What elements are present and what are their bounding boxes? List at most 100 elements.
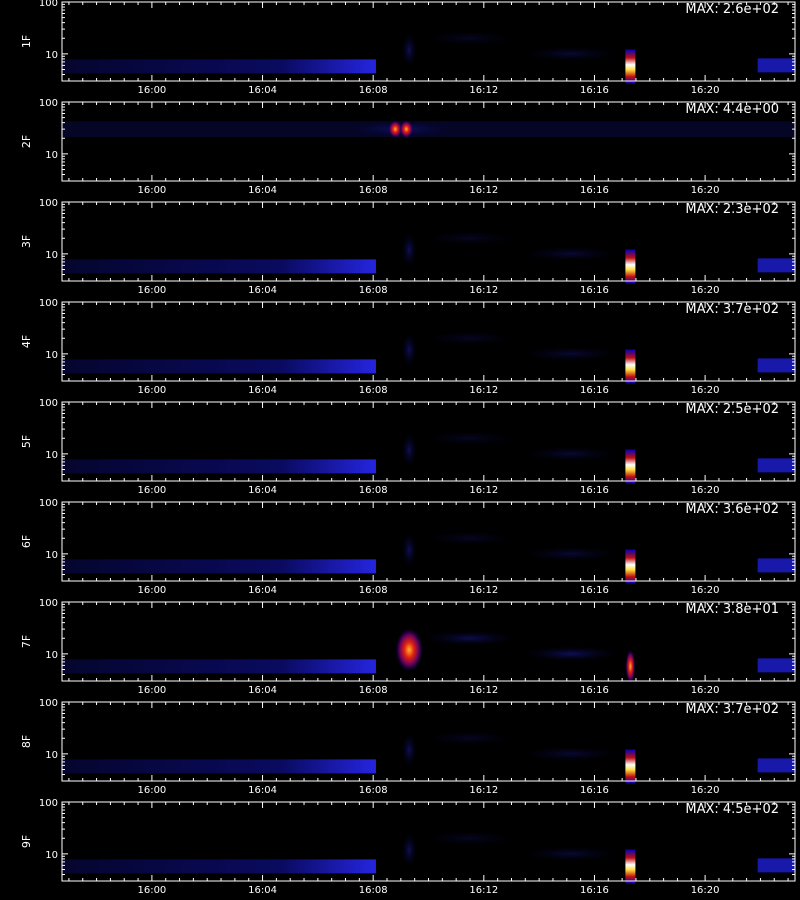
x-tick-label: 16:16 bbox=[580, 485, 609, 496]
y-tick-label: 10 bbox=[45, 750, 58, 761]
x-tick-label: 16:12 bbox=[469, 585, 498, 596]
x-tick-label: 16:00 bbox=[137, 185, 166, 196]
low-energy-band bbox=[62, 559, 376, 574]
x-tick-label: 16:08 bbox=[359, 185, 388, 196]
mid-band bbox=[519, 45, 623, 62]
x-tick-label: 16:16 bbox=[580, 685, 609, 696]
x-tick-label: 16:20 bbox=[691, 885, 720, 896]
max-value-label: MAX: 3.7e+02 bbox=[685, 702, 779, 717]
x-tick-label: 16:08 bbox=[359, 885, 388, 896]
x-tick-label: 16:04 bbox=[248, 685, 277, 696]
hot-spike bbox=[625, 349, 636, 384]
x-tick-label: 16:04 bbox=[248, 785, 277, 796]
hot-spike bbox=[625, 449, 636, 484]
y-tick-label: 100 bbox=[39, 298, 58, 309]
spectrogram-panel-8F: 16:00 16:04 16:08 16:12 16:16 16:20 10 100 8F MAX… bbox=[20, 698, 796, 796]
hot-spike bbox=[625, 549, 636, 584]
x-tick-label: 16:20 bbox=[691, 485, 720, 496]
y-tick-label: 100 bbox=[39, 498, 58, 509]
low-energy-band bbox=[62, 659, 376, 674]
end-band bbox=[757, 58, 795, 73]
y-tick-label: 10 bbox=[45, 450, 58, 461]
x-tick-label: 16:20 bbox=[691, 285, 720, 296]
burst-column bbox=[401, 731, 418, 768]
spectrogram-panel-7F: 16:00 16:04 16:08 16:12 16:16 16:20 10 100 7F MAX… bbox=[20, 598, 796, 696]
burst-tail bbox=[419, 830, 520, 847]
burst-column bbox=[401, 231, 418, 268]
y-tick-label: 100 bbox=[39, 798, 58, 809]
y-tick-label: 100 bbox=[39, 198, 58, 209]
detector-label: 7F bbox=[20, 635, 33, 648]
mid-band bbox=[519, 545, 623, 562]
burst-column bbox=[401, 831, 418, 868]
detector-label: 8F bbox=[20, 735, 33, 748]
x-tick-label: 16:00 bbox=[137, 885, 166, 896]
heatmap-emission bbox=[62, 730, 795, 784]
spectrogram-panel-2F: 16:00 16:04 16:08 16:12 16:16 16:20 10 100 2F MAX… bbox=[20, 98, 796, 196]
burst-core bbox=[399, 120, 414, 139]
end-band bbox=[757, 458, 795, 473]
heatmap-emission bbox=[62, 830, 795, 884]
x-tick-label: 16:00 bbox=[137, 85, 166, 96]
heatmap-emission bbox=[62, 30, 795, 84]
max-value-label: MAX: 3.8e+01 bbox=[685, 602, 779, 617]
max-value-label: MAX: 4.5e+02 bbox=[685, 802, 779, 817]
heatmap-emission bbox=[62, 330, 795, 384]
y-tick-label: 10 bbox=[45, 850, 58, 861]
x-tick-label: 16:00 bbox=[137, 585, 166, 596]
hot-spike bbox=[625, 749, 636, 784]
x-tick-label: 16:08 bbox=[359, 485, 388, 496]
x-tick-label: 16:04 bbox=[248, 385, 277, 396]
x-tick-label: 16:16 bbox=[580, 885, 609, 896]
x-tick-label: 16:16 bbox=[580, 785, 609, 796]
y-tick-label: 100 bbox=[39, 598, 58, 609]
mid-band bbox=[519, 445, 623, 462]
burst-column bbox=[401, 31, 418, 68]
x-tick-label: 16:12 bbox=[469, 685, 498, 696]
x-tick-label: 16:08 bbox=[359, 285, 388, 296]
x-tick-label: 16:00 bbox=[137, 685, 166, 696]
burst-column bbox=[401, 331, 418, 368]
x-tick-label: 16:20 bbox=[691, 585, 720, 596]
x-tick-label: 16:20 bbox=[691, 185, 720, 196]
x-tick-label: 16:12 bbox=[469, 485, 498, 496]
x-tick-label: 16:16 bbox=[580, 585, 609, 596]
burst-column bbox=[395, 627, 424, 672]
x-tick-label: 16:20 bbox=[691, 385, 720, 396]
detector-label: 9F bbox=[20, 835, 33, 848]
burst-tail bbox=[419, 30, 520, 47]
x-tick-label: 16:12 bbox=[469, 885, 498, 896]
mid-band bbox=[519, 745, 623, 762]
x-tick-label: 16:12 bbox=[469, 385, 498, 396]
x-tick-label: 16:16 bbox=[580, 85, 609, 96]
x-tick-label: 16:00 bbox=[137, 485, 166, 496]
y-tick-label: 10 bbox=[45, 50, 58, 61]
end-band bbox=[757, 558, 795, 573]
max-value-label: MAX: 3.6e+02 bbox=[685, 502, 779, 517]
burst-tail bbox=[419, 730, 520, 747]
x-tick-label: 16:12 bbox=[469, 185, 498, 196]
x-tick-label: 16:04 bbox=[248, 285, 277, 296]
x-tick-label: 16:20 bbox=[691, 785, 720, 796]
low-energy-band bbox=[62, 359, 376, 374]
hot-spike bbox=[625, 649, 636, 684]
low-energy-band bbox=[62, 859, 376, 874]
end-band bbox=[757, 758, 795, 773]
x-tick-label: 16:04 bbox=[248, 185, 277, 196]
detector-label: 3F bbox=[20, 235, 33, 248]
detector-label: 4F bbox=[20, 335, 33, 348]
y-tick-label: 10 bbox=[45, 650, 58, 661]
spectrogram-panel-6F: 16:00 16:04 16:08 16:12 16:16 16:20 10 100 6F MAX… bbox=[20, 498, 796, 596]
x-tick-label: 16:20 bbox=[691, 85, 720, 96]
x-tick-label: 16:08 bbox=[359, 85, 388, 96]
y-tick-label: 10 bbox=[45, 150, 58, 161]
mid-band bbox=[519, 645, 623, 662]
x-tick-label: 16:04 bbox=[248, 485, 277, 496]
x-tick-label: 16:00 bbox=[137, 785, 166, 796]
x-tick-label: 16:08 bbox=[359, 685, 388, 696]
x-tick-label: 16:08 bbox=[359, 385, 388, 396]
detector-label: 1F bbox=[20, 35, 33, 48]
low-energy-band bbox=[62, 59, 376, 74]
y-tick-label: 10 bbox=[45, 350, 58, 361]
